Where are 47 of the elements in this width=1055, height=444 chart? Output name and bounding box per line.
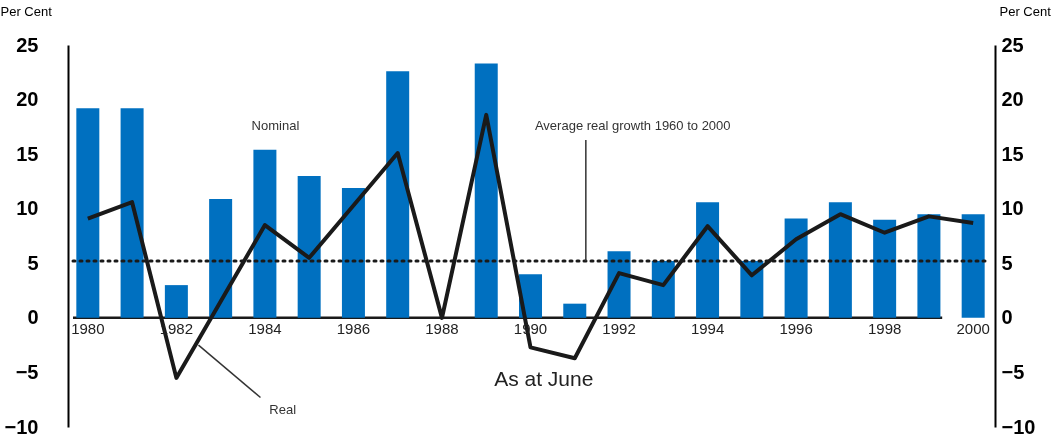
ref-line-label: Average real growth 1960 to 2000: [534, 117, 731, 133]
bar: [120, 108, 144, 318]
bar: [164, 285, 188, 318]
x-tick-label: 1992: [602, 319, 636, 337]
bar: [297, 175, 321, 318]
x-tick-label: 1988: [425, 319, 459, 337]
x-tick-label: 2000: [956, 319, 990, 337]
y2-axis-title: Per Cent: [999, 3, 1052, 19]
y2-tick-label: 15: [1001, 142, 1024, 165]
series-label: Nominal: [251, 117, 300, 133]
bar: [696, 202, 720, 318]
y-tick-label: 20: [16, 88, 39, 111]
bar: [917, 214, 941, 318]
bar: [961, 214, 985, 318]
bar: [386, 71, 410, 318]
annotation: As at June: [494, 367, 594, 391]
y-tick-label: 15: [16, 142, 39, 165]
y-tick-label: 5: [27, 251, 39, 274]
bar: [828, 202, 852, 318]
y2-tick-label: 10: [1001, 197, 1024, 220]
x-tick-label: 1986: [336, 319, 371, 337]
y-tick-label: −10: [4, 415, 39, 438]
y2-tick-label: 20: [1001, 88, 1024, 111]
bar: [209, 198, 233, 318]
x-tick-label: 1980: [71, 319, 105, 337]
y-tick-label: 25: [16, 33, 39, 56]
bar: [873, 219, 897, 318]
y-axis-title: Per Cent: [0, 3, 53, 19]
x-tick-label: 1998: [867, 319, 902, 337]
y2-tick-label: 5: [1001, 251, 1013, 274]
y2-tick-label: −10: [1001, 415, 1036, 438]
text: Real: [269, 401, 297, 417]
bar: [253, 149, 277, 318]
y-tick-label: −5: [15, 360, 39, 383]
y2-tick-label: −5: [1001, 360, 1025, 383]
y-tick-label: 0: [27, 306, 39, 329]
bar: [784, 218, 808, 318]
y2-tick-label: 0: [1001, 306, 1013, 329]
x-tick-label: 1984: [248, 319, 282, 337]
y2-tick-label: 25: [1001, 33, 1024, 56]
x-tick-label: 1994: [690, 319, 725, 337]
y-tick-label: 10: [16, 197, 39, 220]
bar: [563, 303, 587, 318]
x-tick-label: 1996: [779, 319, 813, 337]
bar: [474, 63, 498, 318]
bar: [76, 108, 100, 318]
bar: [341, 187, 365, 318]
